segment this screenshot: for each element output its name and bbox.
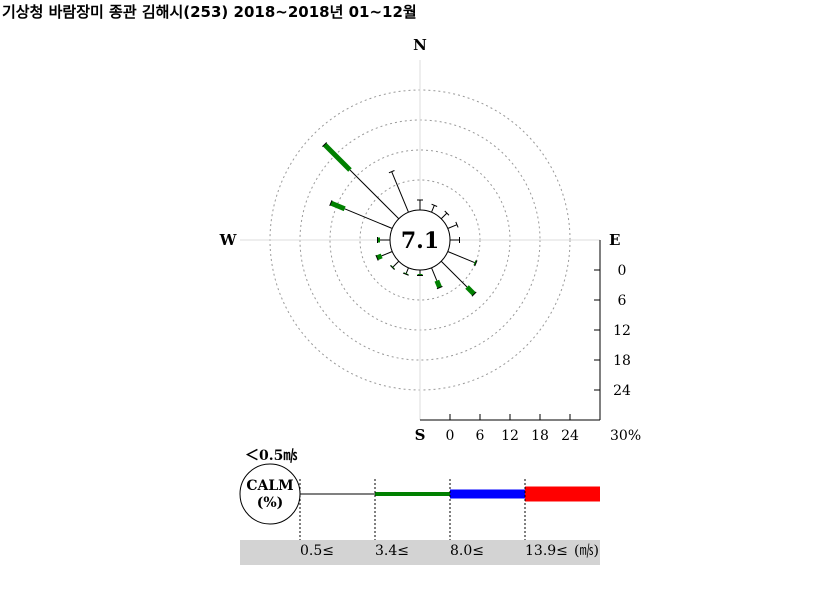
calm-legend-line1: CALM (246, 478, 293, 494)
sector-nnw-end-tick (388, 170, 395, 174)
axis-end-label: 30% (610, 428, 641, 444)
sector-se-band-2 (465, 285, 476, 296)
speed-label-1: 0.5≤ (300, 543, 334, 559)
speed-legend: ＜0.5㎧ CALM (%) 0.5≤ 3.4≤ 8.0≤ 13.9≤ (㎧) (239, 448, 600, 565)
direction-label-w: W (219, 231, 238, 249)
sector-ssw-band-1 (405, 267, 409, 274)
chart-title: 기상청 바람장미 종관 김해시(253) 2018~2018년 01~12월 (2, 3, 417, 21)
sector-wnw-end-tick (329, 200, 333, 207)
direction-label-e: E (609, 231, 620, 249)
sector-sse-band-1 (431, 267, 438, 281)
calm-legend-circle (239, 463, 301, 525)
sector-wsw-band-2 (376, 253, 383, 261)
sector-se-end-tick (471, 291, 477, 297)
vertical-tick-label: 0 (618, 263, 627, 279)
sector-wnw-band-1 (344, 208, 393, 229)
sector-se-band-1 (440, 260, 468, 288)
horizontal-tick-label: 0 (446, 428, 455, 444)
wind-sectors (322, 142, 478, 297)
sector-sw-band-1 (392, 260, 400, 268)
sector-sw-end-tick (389, 265, 395, 271)
calm-legend-line2: (%) (257, 495, 284, 511)
sector-ne-band-1 (440, 212, 448, 220)
sector-nnw-band-1 (391, 171, 409, 213)
sector-nw-band-2 (322, 142, 352, 172)
calm-threshold-label: ＜0.5㎧ (245, 448, 297, 464)
sector-wsw-end-tick (375, 254, 379, 261)
speed-label-2: 3.4≤ (375, 543, 409, 559)
calm-value: 7.1 (401, 228, 439, 254)
vertical-tick-label: 12 (613, 323, 631, 339)
sector-nne-end-tick (431, 203, 438, 207)
sector-nw-end-tick (322, 142, 328, 148)
calm-circle (389, 209, 451, 271)
vertical-tick-label: 24 (613, 383, 631, 399)
sector-sse-band-2 (434, 279, 443, 289)
horizontal-tick-label: 6 (476, 428, 485, 444)
sector-ne-end-tick (444, 210, 450, 216)
sector-nw-band-1 (349, 169, 400, 220)
direction-label-n: N (413, 36, 427, 54)
speed-unit-label: (㎧) (574, 543, 599, 559)
horizontal-tick-label: 12 (501, 428, 519, 444)
sector-ene-end-tick (455, 221, 459, 228)
sector-ene-band-1 (447, 224, 458, 229)
sector-nne-band-1 (431, 205, 435, 213)
sector-ese-band-1 (447, 251, 475, 264)
sector-wsw-band-1 (381, 251, 393, 257)
horizontal-tick-label: 24 (561, 428, 579, 444)
radial-axes: 0 0 6 6 12 12 18 18 24 24 (420, 240, 631, 444)
sector-ssw-end-tick (402, 272, 409, 276)
vertical-tick-label: 6 (618, 293, 627, 309)
direction-label-s: S (415, 426, 426, 444)
speed-label-4: 13.9≤ (525, 543, 568, 559)
horizontal-tick-label: 18 (531, 428, 549, 444)
speed-label-3: 8.0≤ (450, 543, 484, 559)
sector-ese-end-tick (474, 260, 478, 267)
legend-scale-bar (240, 540, 600, 565)
sector-wnw-band-2 (329, 200, 346, 212)
sector-sse-end-tick (436, 285, 443, 290)
vertical-tick-label: 18 (613, 353, 631, 369)
